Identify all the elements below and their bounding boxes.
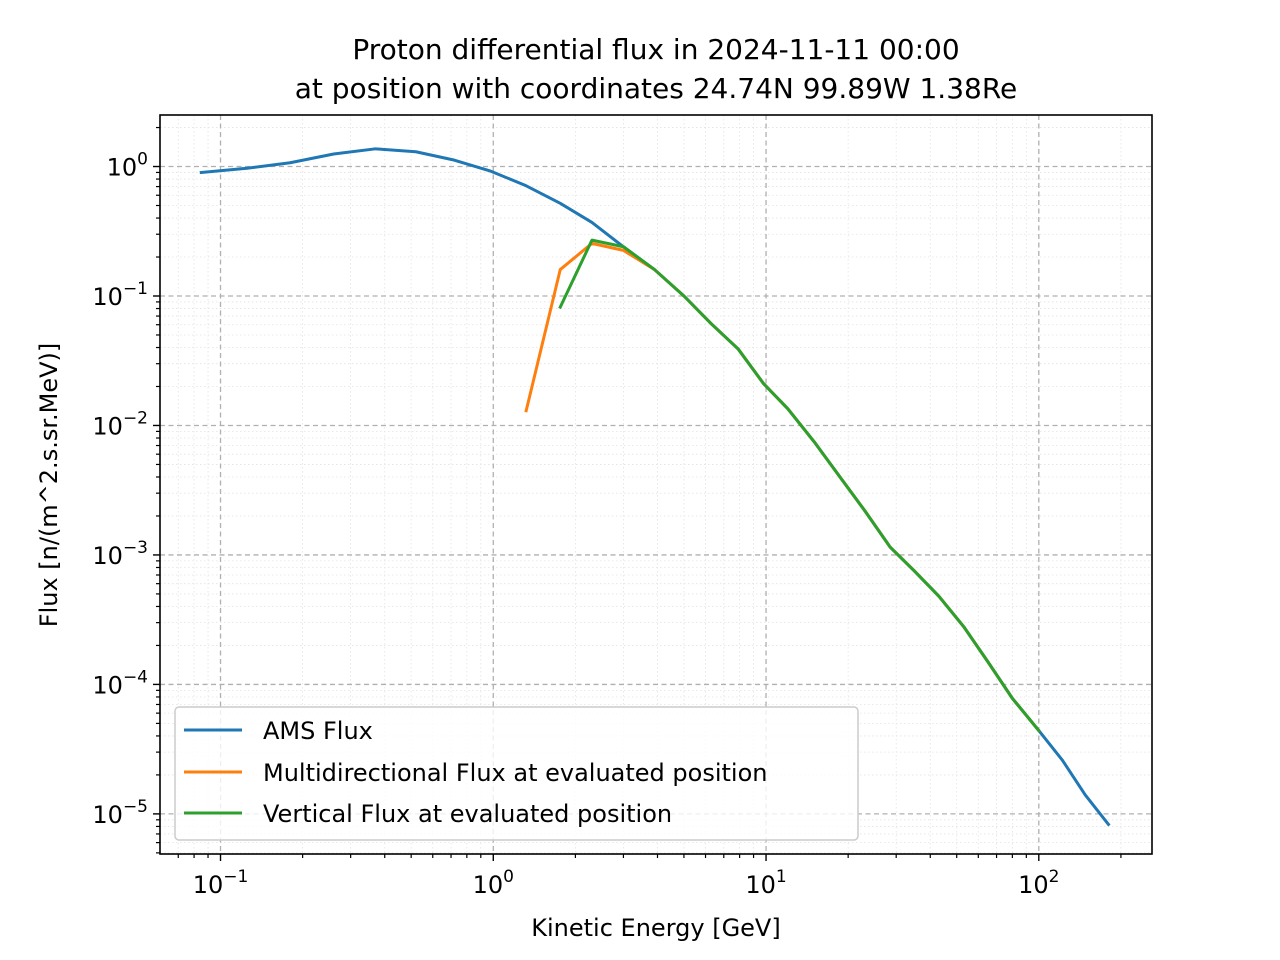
legend-box xyxy=(174,706,859,841)
chart-title-line-2: at position with coordinates 24.74N 99.8… xyxy=(295,72,1018,105)
legend-label-multidirectional: Multidirectional Flux at evaluated posit… xyxy=(263,759,767,787)
y-tick-label: 10−5 xyxy=(92,797,148,829)
x-tick-label: 100 xyxy=(473,867,514,899)
y-tick-label: 10−4 xyxy=(92,667,148,699)
y-axis-label: Flux [n/(m^2.s.sr.MeV)] xyxy=(35,343,63,627)
x-tick-label: 102 xyxy=(1018,867,1059,899)
y-tick-label: 10−2 xyxy=(92,408,148,440)
x-axis-ticks: 10−1 100 101 102 xyxy=(177,854,1122,899)
series-lines xyxy=(199,147,1111,827)
x-axis-label: Kinetic Energy [GeV] xyxy=(531,914,780,942)
legend: AMS Flux Multidirectional Flux at evalua… xyxy=(174,706,859,841)
chart-title-line-1: Proton differential flux in 2024-11-11 0… xyxy=(352,33,959,66)
legend-label-ams: AMS Flux xyxy=(263,717,373,745)
x-tick-label: 10−1 xyxy=(193,867,249,899)
series-line-vertical-flux xyxy=(558,238,1041,733)
y-tick-label: 10−3 xyxy=(92,538,148,570)
chart-title: Proton differential flux in 2024-11-11 0… xyxy=(295,33,1018,105)
x-tick-label: 101 xyxy=(745,867,786,899)
y-axis-ticks: 100 10−1 10−2 10−3 10−4 10−5 xyxy=(92,126,160,854)
legend-label-vertical: Vertical Flux at evaluated position xyxy=(263,800,672,828)
plot-frame xyxy=(159,114,1153,855)
y-tick-label: 100 xyxy=(107,150,148,182)
y-tick-label: 10−1 xyxy=(92,279,148,311)
